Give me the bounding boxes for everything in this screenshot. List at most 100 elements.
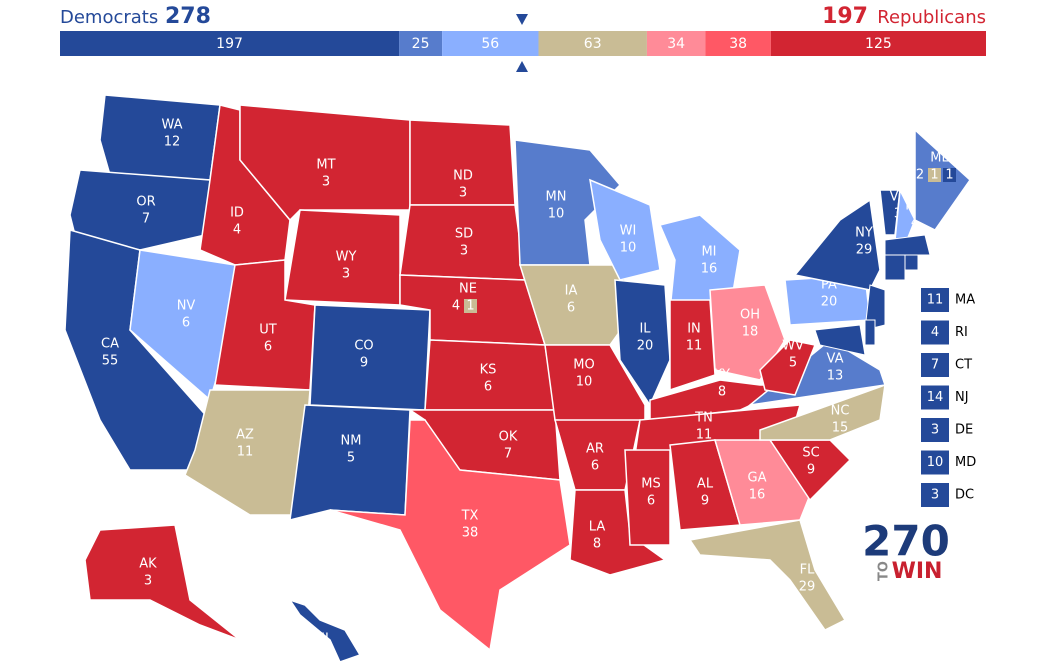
bar-segment <box>770 31 986 56</box>
state-ev: 2 <box>916 168 924 183</box>
state-ev: 16 <box>749 488 766 503</box>
state-abbr: IN <box>687 322 701 337</box>
state-ev: 11 <box>686 339 703 354</box>
state-ev: 3 <box>322 175 330 190</box>
state-abbr: KY <box>714 368 730 383</box>
state-ev: 7 <box>142 212 150 227</box>
bar-segment <box>646 31 706 56</box>
state-abbr: AK <box>139 557 157 572</box>
state <box>589 178 661 281</box>
callout-abbr: DE <box>955 423 973 438</box>
district-ev: 1 <box>945 168 953 183</box>
bar-segment <box>60 31 400 56</box>
state-abbr: WV <box>782 339 804 354</box>
state-abbr: WY <box>336 250 357 265</box>
majority-marker <box>516 61 528 72</box>
state-ev: 6 <box>264 340 272 355</box>
state-ev: 9 <box>360 356 368 371</box>
state-ev: 20 <box>637 339 654 354</box>
state-abbr: CA <box>101 337 119 352</box>
callout-abbr: RI <box>955 325 968 340</box>
state <box>864 284 886 331</box>
callout-ev: 10 <box>927 455 944 470</box>
callout-ev: 11 <box>927 293 944 308</box>
callout-box <box>921 353 949 377</box>
state <box>884 234 931 256</box>
state-ev: 8 <box>718 385 726 400</box>
state-ev: 6 <box>484 380 492 395</box>
callout-ev: 14 <box>927 390 944 405</box>
state-ev: 9 <box>807 463 815 478</box>
state-abbr: AZ <box>236 428 254 443</box>
state <box>569 489 667 576</box>
callout-box <box>921 385 949 410</box>
state-abbr: NC <box>831 404 850 419</box>
state-abbr: AR <box>586 442 604 457</box>
bar-label: 34 <box>667 36 685 52</box>
rep-label: Republicans <box>877 7 986 28</box>
state <box>84 524 241 641</box>
district-box <box>928 168 941 182</box>
bar-label: 197 <box>216 36 243 52</box>
state-ev: 10 <box>548 207 565 222</box>
state-ev: 11 <box>696 428 713 443</box>
state-ev: 15 <box>832 421 849 436</box>
state-abbr: FL <box>800 563 815 578</box>
state <box>329 419 571 652</box>
state-ev: 6 <box>567 301 575 316</box>
callout-ev: 3 <box>931 423 939 438</box>
state-abbr: CO <box>354 339 373 354</box>
state-abbr: NY <box>855 226 873 241</box>
state-ev: 12 <box>164 135 181 150</box>
state-ev: 16 <box>701 262 718 277</box>
state-abbr: UT <box>259 323 277 338</box>
state-abbr: MO <box>573 358 594 373</box>
state-abbr: IA <box>565 284 578 299</box>
district-box <box>943 168 956 182</box>
state-abbr: OR <box>136 195 155 210</box>
callout-abbr: NJ <box>955 390 969 405</box>
state <box>288 598 362 663</box>
state <box>399 204 526 281</box>
state <box>544 344 646 426</box>
state-ev: 20 <box>821 295 838 310</box>
bar-label: 38 <box>729 36 747 52</box>
state-ev: 3 <box>144 574 152 589</box>
state-ev: 7 <box>504 447 512 462</box>
callout-abbr: MD <box>955 455 976 470</box>
state-abbr: LA <box>589 520 606 535</box>
state <box>904 254 919 271</box>
state-abbr: VA <box>827 352 844 367</box>
callout-abbr: DC <box>955 488 974 503</box>
state-abbr: MT <box>316 158 335 173</box>
state-abbr: SD <box>455 227 473 242</box>
state-abbr: OH <box>740 308 760 323</box>
state <box>624 449 671 546</box>
state-ev: 4 <box>318 649 326 664</box>
state <box>864 319 876 346</box>
state-abbr: NM <box>341 434 362 449</box>
district-ev: 1 <box>930 168 938 183</box>
dem-label: Democrats <box>60 7 158 28</box>
state-ev: 6 <box>591 459 599 474</box>
state <box>814 324 866 356</box>
state-abbr: HI <box>315 632 329 647</box>
callout-box <box>921 450 949 475</box>
district-ev: 1 <box>466 299 474 314</box>
state-ev: 6 <box>182 316 190 331</box>
callout-abbr: MA <box>955 293 975 308</box>
callout-abbr: CT <box>955 358 972 373</box>
state-ev: 3 <box>460 244 468 259</box>
state <box>884 254 906 281</box>
bar-label: 25 <box>412 36 430 52</box>
callout-box <box>921 288 949 312</box>
state-ev: 29 <box>856 243 873 258</box>
callout-ev: 4 <box>931 325 939 340</box>
state-ev: 9 <box>701 494 709 509</box>
callout-box <box>921 483 949 507</box>
logo-to: TO <box>877 561 892 581</box>
state-abbr: WA <box>161 118 182 133</box>
state-ev: 4 <box>452 299 460 314</box>
state-abbr: ID <box>230 206 244 221</box>
